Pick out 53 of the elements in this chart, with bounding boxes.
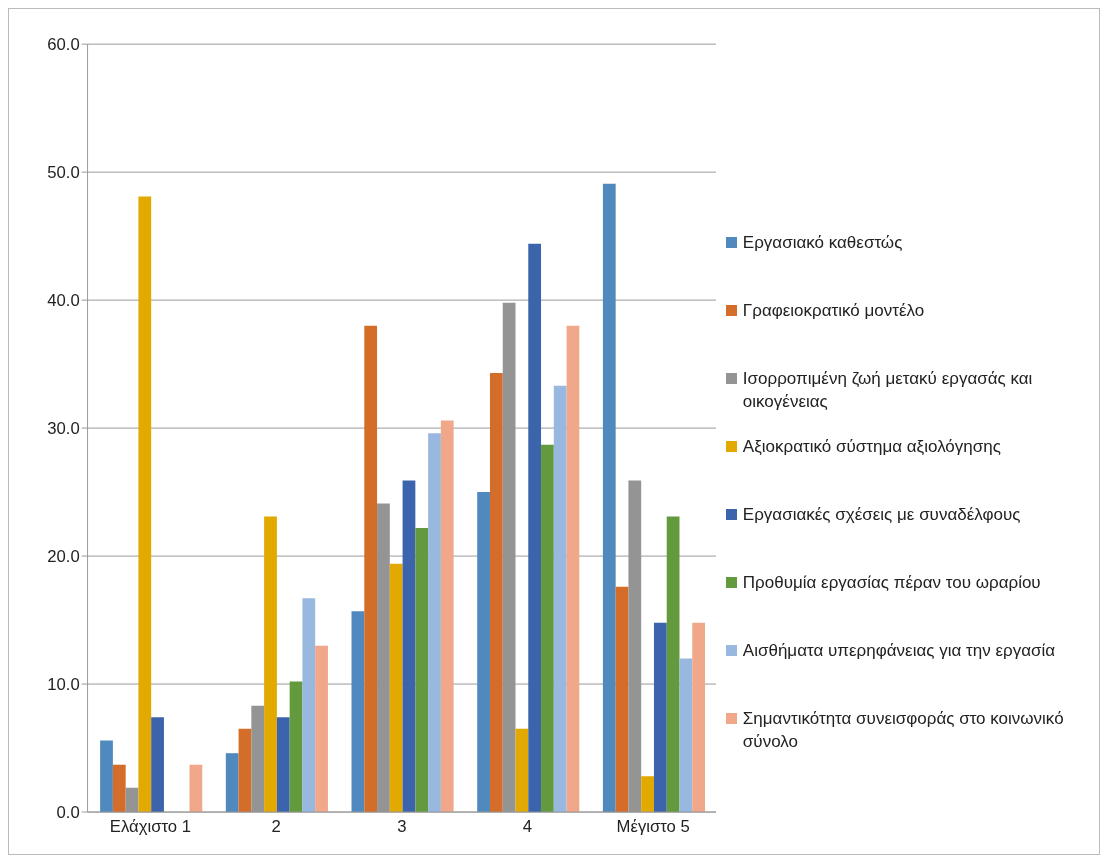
y-tick-label: 30.0 — [47, 419, 80, 439]
bar — [528, 243, 542, 813]
bar — [276, 717, 290, 813]
bar — [389, 563, 403, 813]
x-tick-label: 3 — [397, 816, 407, 836]
bar — [489, 373, 503, 813]
bar — [289, 681, 303, 813]
bar — [100, 740, 113, 813]
y-tick-label: 40.0 — [47, 291, 80, 311]
bar — [302, 598, 316, 813]
bar — [315, 645, 328, 813]
bar — [615, 586, 629, 813]
bar — [428, 433, 441, 813]
bar — [477, 492, 490, 813]
bar — [189, 764, 203, 813]
y-tick-label: 20.0 — [47, 547, 80, 567]
legend-label: Αισθήματα υπερηφάνειας για την εργασία — [742, 639, 1056, 662]
bar — [602, 183, 616, 813]
bar — [238, 728, 252, 813]
bar — [653, 622, 667, 813]
bar — [566, 325, 580, 813]
legend-label: Σημαντικότητα συνεισφοράς στο κοινωνικό σύνολο — [742, 707, 1065, 753]
y-tick-label: 0.0 — [56, 802, 80, 822]
legend-label: Εργασιακό καθεστώς — [742, 231, 903, 254]
x-tick-label: 4 — [522, 816, 533, 836]
bar — [402, 480, 416, 813]
bar — [541, 444, 554, 813]
bar — [415, 527, 429, 813]
bar — [440, 420, 454, 813]
bar — [641, 776, 654, 813]
bar — [151, 717, 164, 813]
bar — [112, 764, 126, 813]
bar — [351, 611, 365, 813]
y-tick-label: 50.0 — [47, 163, 80, 183]
legend-label: Αξιοκρατικό σύστημα αξιολόγησης — [742, 435, 1001, 458]
bar — [515, 728, 529, 813]
bar — [553, 385, 567, 813]
bar — [138, 196, 152, 813]
x-tick-label: Ελάχιστο 1 — [109, 816, 192, 836]
y-tick-label: 10.0 — [47, 675, 80, 694]
bar — [225, 753, 239, 813]
bar — [666, 516, 680, 813]
legend-label: Γραφειοκρατικό μοντέλο — [742, 299, 925, 322]
y-tick-label: 60.0 — [47, 35, 80, 55]
bar — [692, 622, 706, 813]
legend-label: Εργασιακές σχέσεις με συναδέλφους — [742, 503, 1021, 526]
bar — [679, 658, 693, 813]
bar — [264, 516, 277, 813]
bar — [364, 325, 378, 813]
legend-label: Ισορροπιμένη ζωή μετακύ εργασάς και οικογένειας — [742, 367, 1034, 413]
x-tick-label: Μέγιστο 5 — [616, 816, 690, 836]
x-tick-label: 2 — [271, 816, 281, 836]
legend-label: Προθυμία εργασίας πέραν του ωραρίου — [742, 571, 1041, 594]
